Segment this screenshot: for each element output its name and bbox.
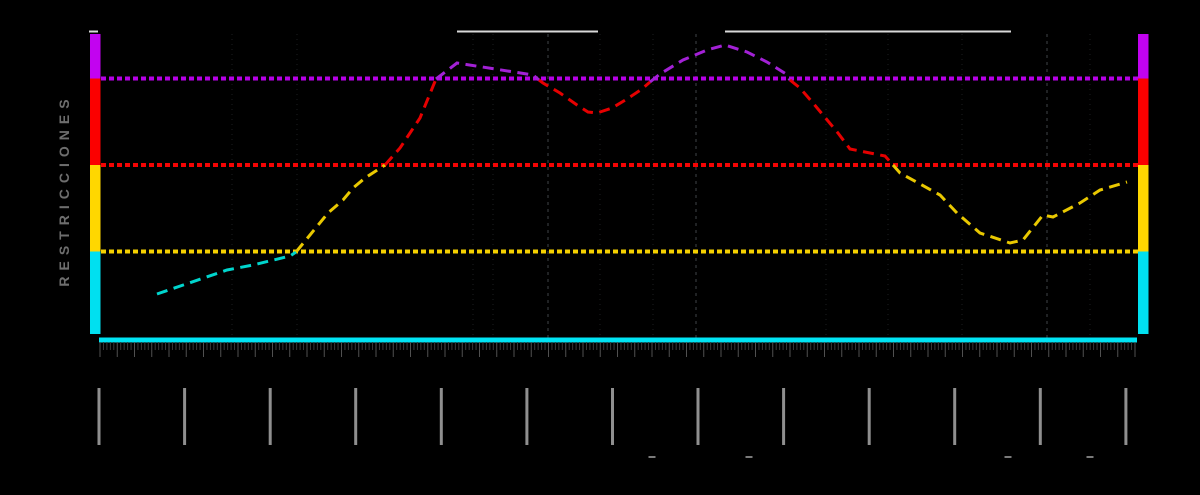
month-separator-tick: [1124, 388, 1128, 445]
month-separator-tick: [525, 388, 529, 445]
month-separator-tick: [97, 388, 101, 445]
month-separator-tick: [183, 388, 187, 445]
month-separator-tick: [867, 388, 871, 445]
month-separator-tick: [1038, 388, 1042, 445]
month-separator-tick: [354, 388, 358, 445]
month-separator-tick: [439, 388, 443, 445]
month-separator-tick: [268, 388, 272, 445]
axis-label-hyphen-mark: [745, 456, 753, 458]
data-line-segment-cyan: [156, 250, 297, 296]
month-separator-tick: [696, 388, 700, 445]
data-line-segment-purple: [435, 61, 540, 82]
left-cyan-band-bar: [90, 251, 101, 334]
right-cyan-band-bar: [1138, 251, 1149, 334]
axis-label-hyphen-mark: [648, 456, 656, 458]
month-separator-tick: [611, 388, 614, 445]
left-yellow-band-bar: [90, 165, 101, 252]
data-line-segment-yellow: [294, 163, 386, 253]
axis-label-hyphen-mark: [1086, 456, 1094, 458]
data-line-segment-purple: [649, 43, 792, 84]
data-line-segment-red: [383, 78, 438, 166]
left-purple-band-bar: [90, 34, 101, 79]
data-line-segment-red: [789, 78, 895, 166]
right-yellow-band-bar: [1138, 165, 1149, 252]
month-separator-tick: [953, 388, 957, 445]
data-line-segment-red: [538, 78, 651, 115]
month-separator-tick: [782, 388, 786, 445]
right-red-band-bar: [1138, 78, 1149, 165]
left-red-band-bar: [90, 78, 101, 165]
axis-label-hyphen-mark: [1004, 456, 1012, 458]
right-purple-band-bar: [1138, 34, 1149, 79]
data-line-segment-yellow: [891, 164, 1128, 245]
